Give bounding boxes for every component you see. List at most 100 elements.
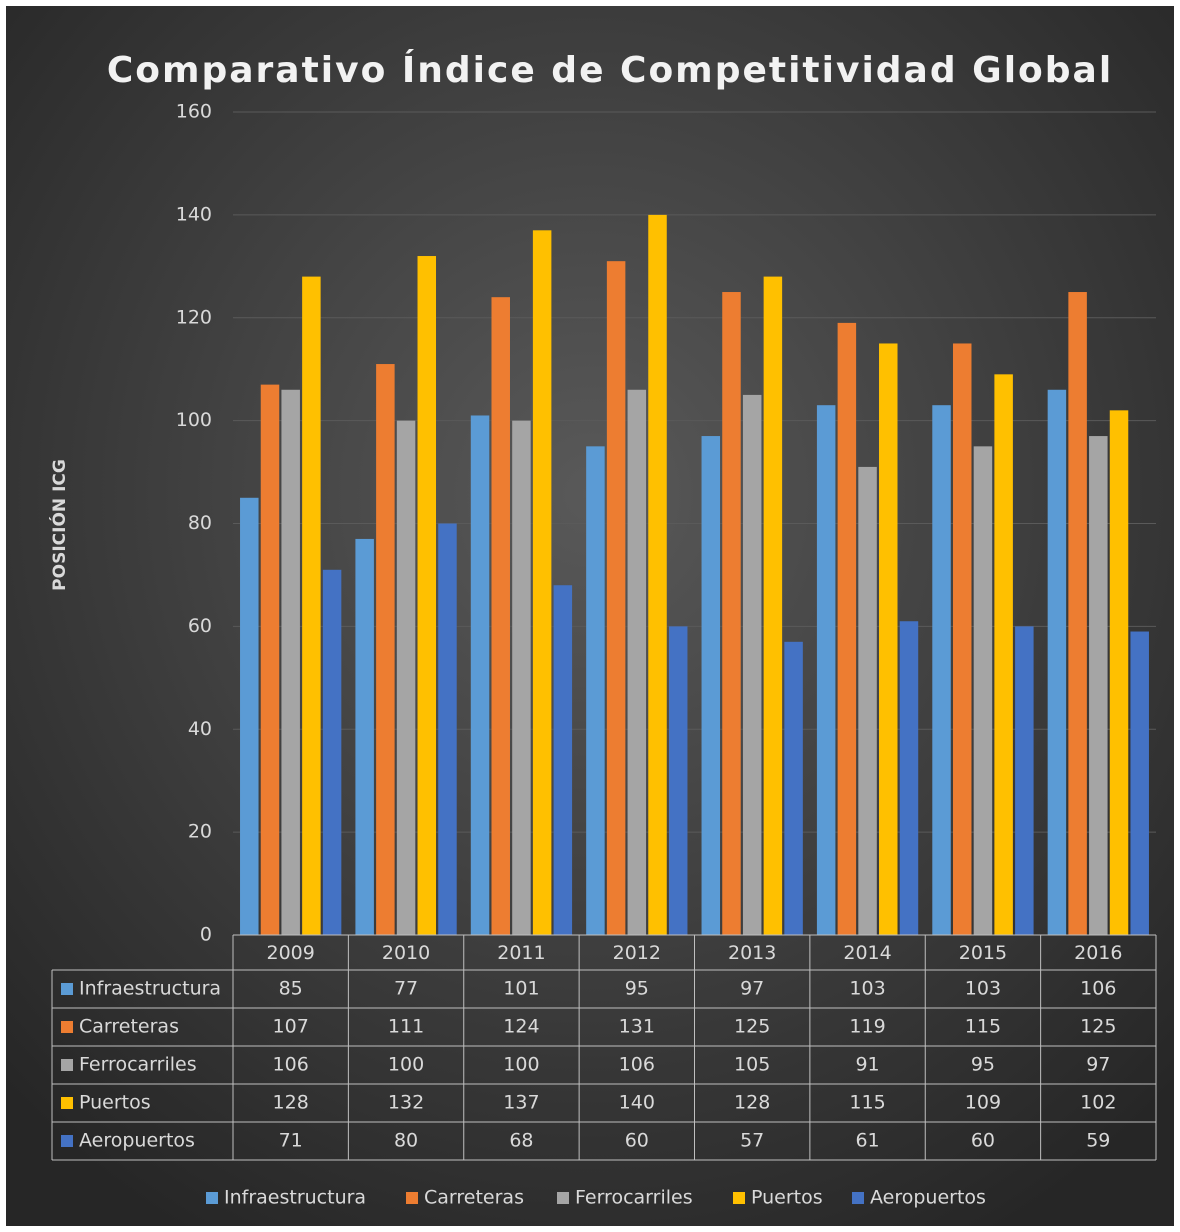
table-legend-key: [61, 1059, 73, 1071]
legend-label: Aeropuertos: [870, 1187, 986, 1209]
bar: [858, 466, 877, 935]
bar: [376, 364, 395, 935]
legend-label: Carreteras: [424, 1187, 524, 1209]
bar: [302, 276, 321, 936]
bar: [1109, 410, 1129, 935]
table-value: 107: [273, 1016, 309, 1038]
table-value: 59: [1086, 1130, 1110, 1152]
y-tick-label: 80: [188, 512, 212, 534]
bar: [491, 297, 510, 935]
table-value: 102: [1080, 1092, 1116, 1114]
table-value: 61: [855, 1130, 879, 1152]
bar: [606, 261, 626, 935]
x-tick-label: 2015: [959, 942, 1007, 964]
bar: [722, 292, 741, 935]
legend-key: [206, 1192, 218, 1204]
table-value: 131: [619, 1016, 655, 1038]
table-value: 124: [503, 1016, 539, 1038]
table-value: 140: [619, 1092, 655, 1114]
bar: [994, 374, 1013, 935]
table-value: 137: [503, 1092, 539, 1114]
table-value: 100: [503, 1054, 539, 1076]
bar: [701, 436, 721, 935]
bar: [532, 230, 552, 935]
table-value: 103: [849, 978, 885, 1000]
table-row-label: Puertos: [79, 1092, 151, 1114]
table-value: 57: [740, 1130, 764, 1152]
bar: [512, 420, 531, 935]
table-value: 101: [503, 978, 539, 1000]
bar: [586, 446, 605, 935]
table-row-label: Ferrocarriles: [79, 1054, 197, 1076]
x-tick-label: 2011: [497, 942, 545, 964]
bar: [763, 276, 783, 936]
bar: [417, 256, 437, 935]
table-value: 97: [1086, 1054, 1110, 1076]
bar: [396, 420, 416, 935]
bar: [1130, 631, 1149, 935]
bar: [932, 405, 951, 936]
table-legend-key: [61, 1097, 73, 1109]
x-tick-label: 2016: [1074, 942, 1122, 964]
bar: [1047, 389, 1067, 935]
bar: [260, 384, 280, 935]
y-tick-label: 140: [176, 203, 212, 225]
table-value: 106: [1080, 978, 1116, 1000]
table-value: 100: [388, 1054, 424, 1076]
table-value: 97: [740, 978, 764, 1000]
y-tick-label: 60: [188, 615, 212, 637]
table-value: 60: [971, 1130, 995, 1152]
bar: [1089, 436, 1108, 935]
legend-key: [406, 1192, 418, 1204]
bar: [784, 641, 803, 935]
bar: [879, 343, 898, 935]
x-tick-label: 2009: [267, 942, 315, 964]
table-row-label: Carreteras: [79, 1016, 179, 1038]
table-row-label: Aeropuertos: [79, 1130, 195, 1152]
table-value: 115: [849, 1092, 885, 1114]
table-legend-key: [61, 1135, 73, 1147]
bar: [1068, 292, 1087, 935]
bar: [742, 394, 762, 935]
table-value: 77: [394, 978, 418, 1000]
legend-key: [852, 1192, 864, 1204]
table-value: 105: [734, 1054, 770, 1076]
legend-label: Puertos: [751, 1187, 823, 1209]
table-legend-key: [61, 1021, 73, 1033]
table-value: 128: [734, 1092, 770, 1114]
table-legend-key: [61, 983, 73, 995]
table-value: 60: [625, 1130, 649, 1152]
bar: [438, 523, 457, 935]
table-value: 125: [1080, 1016, 1116, 1038]
bar: [1015, 626, 1034, 935]
table-value: 109: [965, 1092, 1001, 1114]
bar: [355, 538, 374, 935]
table-value: 106: [273, 1054, 309, 1076]
y-tick-label: 160: [176, 101, 212, 123]
bar: [648, 214, 667, 935]
bar: [668, 626, 688, 935]
bar: [816, 405, 836, 936]
bar: [281, 389, 300, 935]
table-value: 132: [388, 1092, 424, 1114]
table-value: 95: [625, 978, 649, 1000]
y-tick-label: 20: [188, 821, 212, 843]
table-value: 68: [509, 1130, 533, 1152]
x-tick-label: 2013: [728, 942, 776, 964]
legend-label: Infraestructura: [224, 1187, 366, 1209]
table-value: 71: [279, 1130, 303, 1152]
bar: [240, 497, 259, 935]
bar: [553, 585, 573, 935]
y-axis-title: POSICIÓN ICG: [48, 459, 70, 591]
x-tick-label: 2012: [613, 942, 661, 964]
legend-key: [733, 1192, 745, 1204]
bar: [470, 415, 490, 935]
legend-key: [557, 1192, 569, 1204]
table-value: 111: [388, 1016, 424, 1038]
bar: [322, 569, 342, 935]
legend-label: Ferrocarriles: [575, 1187, 693, 1209]
y-tick-label: 40: [188, 718, 212, 740]
table-value: 106: [619, 1054, 655, 1076]
bar: [627, 389, 647, 935]
